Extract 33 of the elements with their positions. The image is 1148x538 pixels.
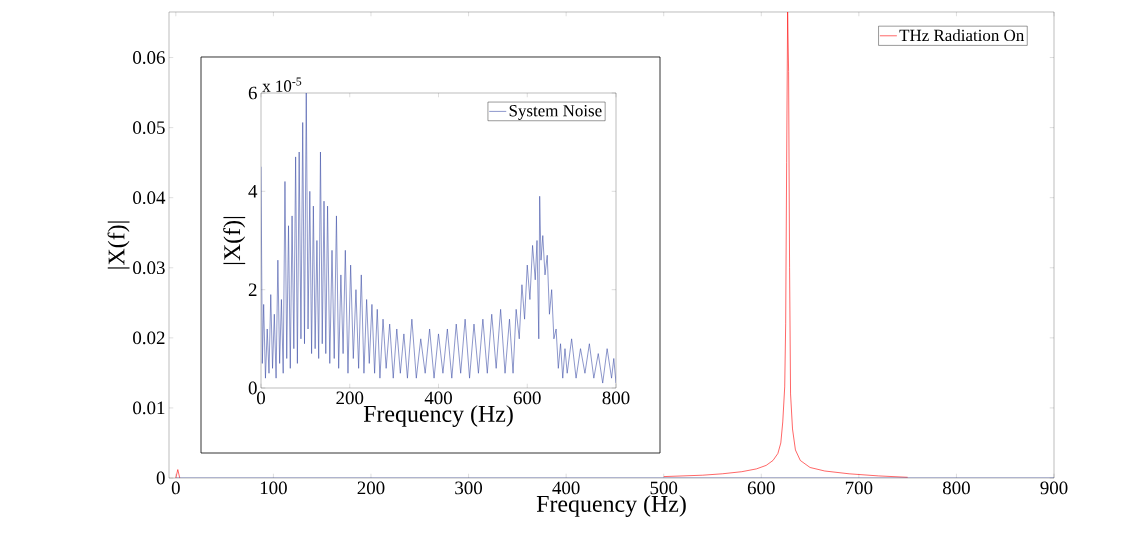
- x-axis-title: Frequency (Hz): [363, 405, 513, 427]
- x-tick-label: 900: [1040, 481, 1068, 495]
- y-tick-label: 0.06: [133, 51, 165, 64]
- legend-label: System Noise: [509, 105, 602, 120]
- y-tick-label: 0: [156, 471, 165, 485]
- y-tick-label: 6: [248, 86, 257, 100]
- x-tick-label: 400: [552, 481, 580, 495]
- y-tick-label: 0.05: [133, 121, 165, 135]
- line-series: [261, 93, 616, 384]
- y-axis-title: |X(f)|: [107, 221, 130, 269]
- x-tick-label: 800: [942, 481, 970, 495]
- x-tick-label: 200: [336, 391, 364, 405]
- y-tick-label: 0: [248, 381, 257, 395]
- y-tick-label: 0.04: [133, 191, 166, 205]
- x-tick-label: 700: [845, 481, 873, 495]
- y-axis-title: |X(f)|: [223, 216, 246, 265]
- y-tick-label: 0.02: [133, 331, 165, 345]
- x-tick-label: 800: [602, 391, 630, 405]
- annotation: x 10$^{-5}$: [262, 77, 302, 92]
- x-tick-label: 0: [171, 481, 180, 495]
- x-tick-label: 600: [747, 481, 775, 495]
- x-tick-label: 100: [260, 481, 287, 495]
- x-tick-label: 200: [357, 481, 385, 495]
- y-tick-label: 0.03: [133, 261, 165, 275]
- x-tick-label: 300: [455, 481, 483, 495]
- y-tick-label: 2: [248, 283, 257, 296]
- x-tick-label: 400: [424, 391, 452, 405]
- legend-label: THz Radiation On: [899, 29, 1025, 42]
- x-tick-label: 600: [513, 391, 541, 405]
- x-tick-label: 500: [650, 481, 678, 495]
- y-tick-label: 0.01: [133, 401, 165, 415]
- y-tick-label: 4: [248, 185, 258, 198]
- x-axis-title: Frequency (Hz): [536, 495, 686, 517]
